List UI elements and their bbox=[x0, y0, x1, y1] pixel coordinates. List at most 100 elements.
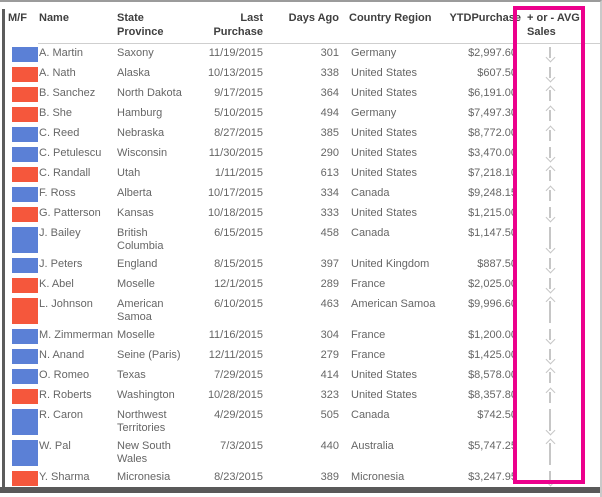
table-header-row: M/F Name State Province Last Purchase Da… bbox=[5, 2, 600, 44]
cell-days-ago: 397 bbox=[320, 258, 339, 270]
trend-up-arrow-icon bbox=[543, 367, 557, 383]
cell-name: J. Peters bbox=[39, 258, 83, 270]
cell-name: R. Caron bbox=[39, 409, 84, 421]
column-header-ytdpurchase[interactable]: YTDPurchase bbox=[449, 9, 523, 44]
table-row[interactable]: C. Petulescu Wisconsin 11/30/2015 290 United… bbox=[5, 144, 600, 164]
cell-country-region: United States bbox=[351, 67, 418, 79]
table-row[interactable]: C. Reed Nebraska 8/27/2015 385 United States… bbox=[5, 124, 600, 144]
cell-avg-sales-trend bbox=[523, 124, 600, 144]
cell-avg-sales-trend bbox=[523, 437, 600, 468]
column-header-country-region[interactable]: Country Region bbox=[343, 9, 449, 44]
cell-days-ago: 505 bbox=[320, 409, 339, 421]
cell-gender bbox=[5, 144, 38, 164]
cell-state-province: New South Wales bbox=[117, 440, 171, 465]
cell-state-province: Hamburg bbox=[117, 107, 163, 119]
cell-state-province: Wisconsin bbox=[117, 147, 168, 159]
cell-name: F. Ross bbox=[39, 187, 76, 199]
cell-state-province: Alberta bbox=[117, 187, 152, 199]
cell-state-province: England bbox=[117, 258, 158, 270]
cell-ytdpurchase: $3,247.95 bbox=[468, 471, 517, 483]
table-row[interactable]: C. Randall Utah 1/11/2015 613 United States $… bbox=[5, 164, 600, 184]
column-header-mf[interactable]: M/F bbox=[8, 12, 27, 24]
gender-bar bbox=[12, 257, 38, 273]
trend-up-arrow-icon bbox=[543, 125, 557, 141]
cell-country-region: Australia bbox=[351, 440, 394, 452]
cell-name: R. Roberts bbox=[39, 389, 92, 401]
cell-last-purchase: 10/13/2015 bbox=[207, 67, 263, 79]
cell-days-ago: 279 bbox=[320, 349, 339, 361]
trend-up-arrow-icon bbox=[543, 438, 557, 465]
table-row[interactable]: A. Nath Alaska 10/13/2015 338 United States $… bbox=[5, 64, 600, 84]
table-row[interactable]: N. Anand Seine (Paris) 12/11/2015 279 France… bbox=[5, 346, 600, 366]
cell-avg-sales-trend bbox=[523, 366, 600, 386]
cell-name: G. Patterson bbox=[39, 207, 101, 219]
table-row[interactable]: O. Romeo Texas 7/29/2015 414 United States $8… bbox=[5, 366, 600, 386]
cell-avg-sales-trend bbox=[523, 468, 600, 488]
table-row[interactable]: B. She Hamburg 5/10/2015 494 Germany $7,497.3… bbox=[5, 104, 600, 124]
cell-gender bbox=[5, 204, 38, 224]
cell-gender bbox=[5, 406, 38, 437]
column-header-days-ago[interactable]: Days Ago bbox=[271, 9, 343, 44]
cell-gender bbox=[5, 326, 38, 346]
cell-last-purchase: 10/28/2015 bbox=[207, 389, 263, 401]
cell-gender bbox=[5, 224, 38, 255]
column-header-label: + or - AVG Sales bbox=[527, 12, 580, 38]
table-row[interactable]: B. Sanchez North Dakota 9/17/2015 364 United… bbox=[5, 84, 600, 104]
column-header-avg-sales[interactable]: + or - AVG Sales bbox=[523, 9, 600, 44]
cell-name: B. She bbox=[39, 107, 73, 119]
trend-up-arrow-icon bbox=[543, 105, 557, 121]
cell-name: M. Zimmerman bbox=[39, 329, 113, 341]
cell-last-purchase: 6/15/2015 bbox=[214, 227, 263, 239]
cell-days-ago: 494 bbox=[320, 107, 339, 119]
cell-name: K. Abel bbox=[39, 278, 74, 290]
table-row[interactable]: A. Martin Saxony 11/19/2015 301 Germany $2,99… bbox=[5, 44, 600, 64]
gender-bar bbox=[12, 166, 38, 182]
cell-last-purchase: 10/17/2015 bbox=[207, 187, 263, 199]
table-row[interactable]: Y. Sharma Micronesia 8/23/2015 389 Micronesi… bbox=[5, 468, 600, 488]
table-row[interactable]: J. Bailey British Columbia 6/15/2015 458 Can… bbox=[5, 224, 600, 255]
cell-gender bbox=[5, 44, 38, 64]
table-row[interactable]: M. Zimmerman Moselle 11/16/2015 304 France $1… bbox=[5, 326, 600, 346]
cell-state-province: Utah bbox=[117, 167, 141, 179]
cell-country-region: Canada bbox=[351, 227, 390, 239]
cell-ytdpurchase: $6,191.00 bbox=[468, 87, 517, 99]
table-row[interactable]: W. Pal New South Wales 7/3/2015 440 Australi… bbox=[5, 437, 600, 468]
cell-gender bbox=[5, 386, 38, 406]
column-header-state-province[interactable]: State Province bbox=[113, 9, 195, 44]
cell-name: B. Sanchez bbox=[39, 87, 96, 99]
gender-bar bbox=[12, 408, 38, 435]
cell-name: A. Nath bbox=[39, 67, 76, 79]
cell-last-purchase: 6/10/2015 bbox=[214, 298, 263, 310]
cell-last-purchase: 5/10/2015 bbox=[214, 107, 263, 119]
cell-days-ago: 289 bbox=[320, 278, 339, 290]
gender-bar bbox=[12, 66, 38, 82]
cell-last-purchase: 11/19/2015 bbox=[208, 47, 263, 59]
table-row[interactable]: R. Roberts Washington 10/28/2015 323 United … bbox=[5, 386, 600, 406]
cell-days-ago: 333 bbox=[320, 207, 339, 219]
table-row[interactable]: J. Peters England 8/15/2015 397 United Kingd… bbox=[5, 255, 600, 275]
cell-country-region: United States bbox=[351, 389, 418, 401]
cell-name: W. Pal bbox=[39, 440, 71, 452]
cell-country-region: Canada bbox=[351, 409, 390, 421]
table-row[interactable]: F. Ross Alberta 10/17/2015 334 Canada $9,248.… bbox=[5, 184, 600, 204]
cell-gender bbox=[5, 164, 38, 184]
cell-avg-sales-trend bbox=[523, 144, 600, 164]
cell-gender bbox=[5, 104, 38, 124]
table-row[interactable]: R. Caron Northwest Territories 4/29/2015 50… bbox=[5, 406, 600, 437]
cell-state-province: North Dakota bbox=[117, 87, 182, 99]
gender-bar bbox=[12, 277, 38, 293]
cell-last-purchase: 12/1/2015 bbox=[214, 278, 263, 290]
table-row[interactable]: K. Abel Moselle 12/1/2015 289 France $2,025.0… bbox=[5, 275, 600, 295]
cell-ytdpurchase: $8,578.00 bbox=[468, 369, 517, 381]
table-row[interactable]: L. Johnson American Samoa 6/10/2015 463 Amer… bbox=[5, 295, 600, 326]
column-header-last-purchase[interactable]: Last Purchase bbox=[195, 9, 271, 44]
cell-name: C. Petulescu bbox=[39, 147, 102, 159]
trend-down-arrow-icon bbox=[543, 278, 557, 294]
cell-state-province: Saxony bbox=[117, 47, 154, 59]
table-row[interactable]: G. Patterson Kansas 10/18/2015 333 United St… bbox=[5, 204, 600, 224]
cell-country-region: Germany bbox=[351, 47, 397, 59]
cell-days-ago: 613 bbox=[320, 167, 339, 179]
cell-avg-sales-trend bbox=[523, 164, 600, 184]
cell-country-region: Canada bbox=[351, 187, 390, 199]
column-header-name[interactable]: Name bbox=[38, 9, 113, 44]
